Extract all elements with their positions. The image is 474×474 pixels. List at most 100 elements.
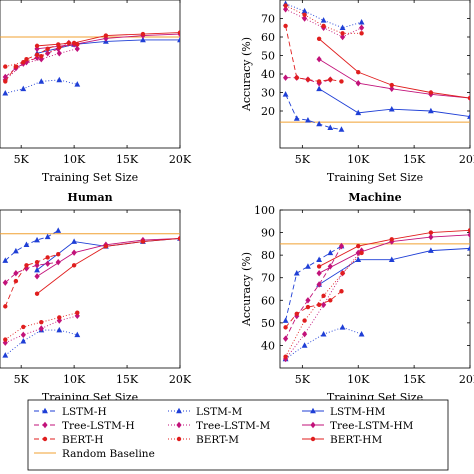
data-point-bert-m (283, 3, 288, 8)
data-point-lstm-hm (467, 245, 470, 251)
data-point-bert-h (339, 289, 344, 294)
data-point-lstm-m (339, 24, 346, 31)
y-tick-label: 40 (261, 339, 275, 352)
data-point-tree-lstm-m (282, 355, 289, 363)
x-tick-label: 10K (347, 153, 370, 166)
y-tick-label: 40 (261, 68, 275, 81)
legend-label-bert-h: BERT-H (62, 434, 103, 446)
data-point-lstm-m (320, 330, 327, 337)
data-point-tree-lstm-h (13, 270, 19, 277)
data-point-tree-lstm-m (282, 6, 289, 13)
chart-panel-2: 5K 10K 15K 20K 20 30 40 50 60 70 Training Set Size… (240, 0, 474, 184)
data-point-lstm-h (44, 233, 51, 240)
legend-marker-tree-lstm-m (176, 421, 182, 429)
panel-title: Machine (348, 191, 401, 204)
panel-title: Human (67, 191, 112, 204)
data-point-bert-h (24, 263, 29, 268)
data-point-bert-m (39, 54, 44, 59)
data-point-bert-h (283, 23, 288, 29)
data-point-lstm-hm (355, 109, 362, 116)
data-point-tree-lstm-hm (103, 35, 109, 42)
data-point-bert-hm (34, 291, 40, 296)
data-point-tree-lstm-hm (34, 273, 40, 280)
y-tick-label: 60 (261, 294, 275, 307)
data-point-bert-hm (467, 95, 470, 101)
data-point-bert-h (339, 79, 344, 84)
data-point-lstm-hm (71, 238, 78, 244)
data-point-bert-m (321, 23, 326, 29)
data-point-bert-m (57, 315, 62, 320)
data-point-bert-m (340, 271, 345, 276)
y-tick-label: 60 (261, 31, 275, 44)
data-point-lstm-m (56, 326, 63, 333)
data-point-bert-hm (356, 69, 361, 75)
y-tick-label: 50 (261, 317, 275, 330)
x-tick-label: 15K (116, 153, 139, 166)
series-line-bert-h (4, 253, 59, 307)
data-point-bert-hm (428, 230, 434, 235)
data-point-bert-m (21, 324, 26, 330)
legend-marker-bert-m (176, 436, 182, 442)
data-point-tree-lstm-h (282, 74, 289, 81)
data-point-bert-hm (34, 43, 40, 49)
x-tick-label: 5K (14, 373, 30, 386)
series-line-lstm-hm (318, 88, 470, 117)
x-tick-label: 5K (295, 373, 311, 386)
data-point-tree-lstm-h (327, 263, 333, 270)
data-point-lstm-hm (316, 85, 323, 92)
series-line-lstm-hm (318, 247, 470, 285)
x-tick-label: 5K (14, 153, 30, 166)
data-point-lstm-h (55, 227, 62, 233)
data-point-tree-lstm-m (301, 15, 308, 22)
series-line-bert-h (285, 290, 342, 328)
data-point-tree-lstm-m (320, 301, 327, 308)
data-point-tree-lstm-h (45, 50, 51, 57)
data-point-bert-h (305, 77, 311, 82)
x-tick-label: 15K (116, 373, 139, 386)
data-point-bert-h (34, 52, 40, 57)
series-line-lstm-h (4, 230, 59, 261)
data-point-lstm-h (327, 249, 334, 256)
data-point-lstm-m (74, 331, 81, 338)
y-tick-label: 50 (261, 50, 275, 63)
data-point-bert-hm (316, 264, 322, 269)
data-point-lstm-h (293, 270, 300, 276)
series-group (282, 0, 470, 132)
legend-label-random-baseline: Random Baseline (62, 448, 155, 460)
data-point-lstm-h (282, 91, 289, 97)
legend-label-lstm-h: LSTM-H (62, 406, 107, 418)
data-point-lstm-m (2, 352, 9, 358)
data-point-lstm-hm (34, 266, 40, 273)
y-tick-label: 30 (261, 87, 275, 100)
x-tick-label: 15K (403, 153, 426, 166)
legend-label-bert-m: BERT-M (196, 434, 239, 446)
series-line-tree-lstm-hm (36, 237, 180, 277)
data-point-lstm-m (20, 85, 27, 92)
legend-marker-bert-h (42, 436, 48, 442)
data-point-bert-m (283, 354, 288, 359)
chart-panel-4: 5K10K15K20K405060708090100Training Set S… (240, 191, 474, 404)
data-point-lstm-hm (177, 36, 180, 43)
data-point-tree-lstm-h (282, 335, 289, 342)
data-point-lstm-m (20, 337, 27, 344)
x-tick-label: 20K (169, 153, 192, 166)
data-point-bert-hm (103, 33, 109, 38)
data-point-lstm-m (74, 81, 81, 87)
data-point-bert-h (316, 302, 322, 307)
x-tick-label: 20K (169, 373, 192, 386)
data-point-bert-h (283, 325, 288, 330)
data-point-tree-lstm-h (305, 297, 311, 304)
legend-marker-lstm-m (176, 407, 182, 414)
data-point-bert-h (305, 304, 311, 310)
data-point-lstm-hm (427, 247, 434, 253)
series-line-tree-lstm-h (4, 261, 59, 284)
data-point-bert-hm (140, 239, 146, 244)
data-point-lstm-m (358, 19, 365, 25)
x-tick-label: 20K (459, 373, 474, 386)
data-point-lstm-h (338, 126, 345, 132)
x-tick-label: 5K (295, 153, 311, 166)
data-point-lstm-hm (467, 113, 470, 119)
data-point-bert-m (57, 45, 62, 50)
data-point-bert-h (34, 259, 40, 265)
